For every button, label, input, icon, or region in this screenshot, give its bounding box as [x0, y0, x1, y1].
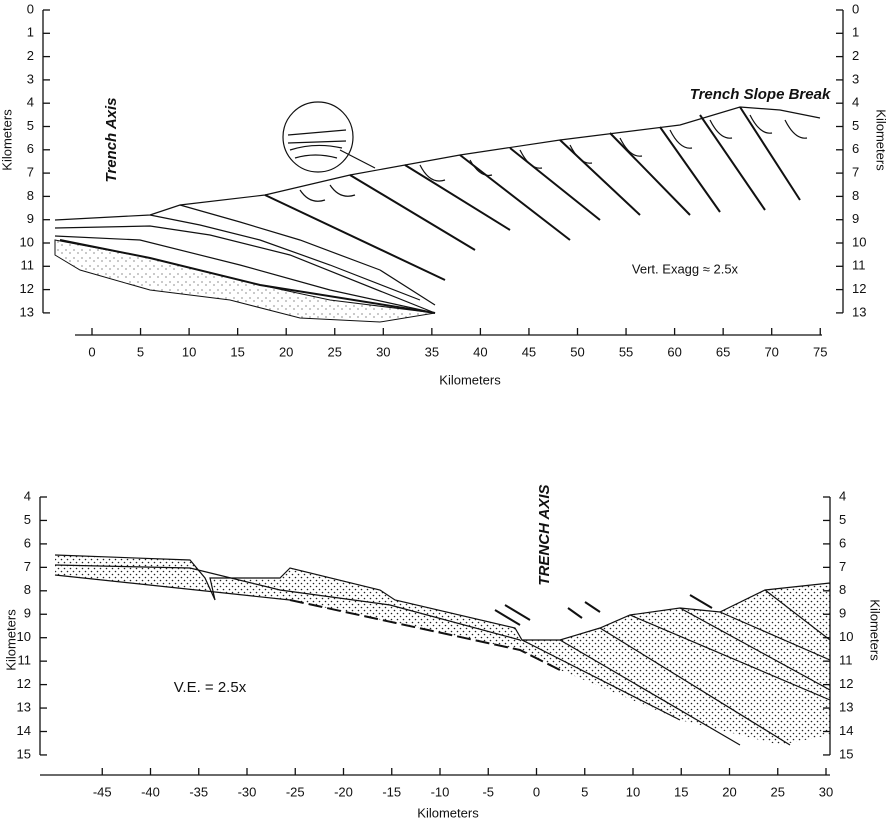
y-tick-label: 12 — [20, 281, 34, 296]
x-tick-label: -20 — [334, 784, 353, 799]
x-tick-label: -15 — [382, 784, 401, 799]
x-tick-label: 5 — [581, 784, 588, 799]
y-tick-label: 4 — [27, 95, 34, 110]
y-tick-label-right: 0 — [852, 1, 859, 16]
x-tick-label: 10 — [626, 784, 640, 799]
x-tick-label: 70 — [764, 344, 778, 359]
x-tick-label: 30 — [819, 784, 833, 799]
y-tick-label: 5 — [24, 512, 31, 527]
x-axis-label: Kilometers — [439, 372, 501, 387]
x-tick-label: 40 — [473, 344, 487, 359]
y-tick-label: 3 — [27, 71, 34, 86]
y-axis-label: Kilometers — [0, 109, 14, 171]
x-tick-label: -5 — [482, 784, 494, 799]
y-tick-label-right: 13 — [852, 304, 866, 319]
x-tick-label: 15 — [674, 784, 688, 799]
y-tick-label: 4 — [24, 488, 31, 503]
annotation: Trench Axis — [103, 97, 120, 182]
y-tick-label-right: 11 — [839, 653, 853, 668]
y-tick-label-right: 14 — [839, 723, 853, 738]
y-tick-label: 14 — [17, 723, 31, 738]
x-tick-label: 25 — [771, 784, 785, 799]
y-tick-label-right: 7 — [839, 559, 846, 574]
annotation: Trench Slope Break — [690, 86, 831, 103]
y-tick-label-right: 11 — [852, 258, 866, 273]
y-tick-label-right: 9 — [839, 606, 846, 621]
y-tick-label: 5 — [27, 118, 34, 133]
y-tick-label-right: 15 — [839, 746, 853, 761]
y-tick-label-right: 7 — [852, 165, 859, 180]
y-tick-label: 7 — [27, 165, 34, 180]
y-tick-label: 10 — [17, 629, 31, 644]
x-tick-label: 0 — [88, 344, 95, 359]
y-tick-label: 9 — [27, 211, 34, 226]
y-axis-label-right: Kilometers — [868, 599, 883, 661]
x-tick-label: -35 — [189, 784, 208, 799]
y-tick-label-right: 10 — [852, 234, 866, 249]
y-tick-label: 11 — [21, 258, 35, 273]
annotation: TRENCH AXIS — [536, 484, 553, 585]
y-tick-label-right: 4 — [852, 95, 859, 110]
y-tick-label-right: 13 — [839, 699, 853, 714]
y-tick-label: 13 — [20, 304, 34, 319]
x-tick-label: -40 — [141, 784, 160, 799]
x-tick-label: 35 — [425, 344, 439, 359]
y-tick-label-right: 9 — [852, 211, 859, 226]
x-tick-label: 55 — [619, 344, 633, 359]
y-tick-label-right: 5 — [839, 512, 846, 527]
x-axis-label: Kilometers — [417, 805, 479, 820]
y-tick-label: 7 — [24, 559, 31, 574]
y-tick-label-right: 6 — [852, 141, 859, 156]
y-tick-label: 6 — [27, 141, 34, 156]
annotation: Vert. Exagg ≈ 2.5x — [632, 261, 739, 276]
x-tick-label: 20 — [279, 344, 293, 359]
x-tick-label: 15 — [230, 344, 244, 359]
y-tick-label: 8 — [24, 582, 31, 597]
x-tick-label: 30 — [376, 344, 390, 359]
y-tick-label: 13 — [17, 699, 31, 714]
y-tick-label: 10 — [20, 234, 34, 249]
y-tick-label-right: 10 — [839, 629, 853, 644]
y-tick-label: 1 — [27, 25, 34, 40]
x-tick-label: -30 — [238, 784, 257, 799]
y-tick-label-right: 8 — [839, 582, 846, 597]
x-tick-label: -45 — [93, 784, 112, 799]
x-tick-label: 25 — [328, 344, 342, 359]
y-tick-label-right: 6 — [839, 535, 846, 550]
y-tick-label-right: 4 — [839, 488, 846, 503]
y-tick-label-right: 8 — [852, 188, 859, 203]
x-tick-label: 65 — [716, 344, 730, 359]
y-axis-label-right: Kilometers — [874, 109, 888, 171]
x-tick-label: 10 — [182, 344, 196, 359]
x-tick-label: 0 — [533, 784, 540, 799]
y-tick-label: 8 — [27, 188, 34, 203]
annotation: V.E. = 2.5x — [174, 679, 247, 696]
x-tick-label: 45 — [522, 344, 536, 359]
y-tick-label: 6 — [24, 535, 31, 550]
x-tick-label: 20 — [722, 784, 736, 799]
y-axis-label: Kilometers — [3, 609, 18, 671]
y-tick-label: 9 — [24, 606, 31, 621]
x-tick-label: -25 — [286, 784, 305, 799]
y-tick-label: 11 — [18, 653, 32, 668]
y-tick-label-right: 2 — [852, 48, 859, 63]
y-tick-label: 15 — [17, 746, 31, 761]
x-tick-label: 75 — [813, 344, 827, 359]
y-tick-label: 2 — [27, 48, 34, 63]
x-tick-label: 5 — [137, 344, 144, 359]
y-tick-label-right: 12 — [852, 281, 866, 296]
x-tick-label: -10 — [431, 784, 450, 799]
y-tick-label-right: 12 — [839, 676, 853, 691]
y-tick-label-right: 5 — [852, 118, 859, 133]
y-tick-label-right: 1 — [852, 25, 859, 40]
y-tick-label-right: 3 — [852, 71, 859, 86]
y-tick-label: 0 — [27, 1, 34, 16]
y-tick-label: 12 — [17, 676, 31, 691]
top-section — [54, 101, 821, 323]
bottom-section — [54, 554, 831, 746]
x-tick-label: 60 — [667, 344, 681, 359]
x-tick-label: 50 — [570, 344, 584, 359]
